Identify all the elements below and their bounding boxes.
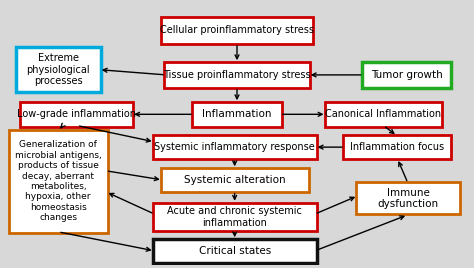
Text: Systemic alteration: Systemic alteration	[184, 175, 285, 185]
Text: Generalization of
microbial antigens,
products of tissue
decay, aberrant
metabol: Generalization of microbial antigens, pr…	[15, 140, 101, 222]
FancyBboxPatch shape	[153, 203, 317, 231]
FancyBboxPatch shape	[164, 62, 310, 88]
Text: Acute and chronic systemic
inflammation: Acute and chronic systemic inflammation	[167, 206, 302, 228]
FancyBboxPatch shape	[192, 102, 282, 126]
FancyBboxPatch shape	[20, 102, 133, 126]
FancyBboxPatch shape	[325, 102, 442, 126]
FancyBboxPatch shape	[161, 17, 313, 44]
FancyBboxPatch shape	[16, 47, 100, 92]
Text: Inflammation: Inflammation	[202, 109, 272, 119]
FancyBboxPatch shape	[356, 182, 460, 214]
FancyBboxPatch shape	[153, 135, 317, 159]
Text: Systemic inflammatory response: Systemic inflammatory response	[155, 142, 315, 152]
Text: Critical states: Critical states	[199, 246, 271, 256]
FancyBboxPatch shape	[161, 168, 309, 192]
Text: Inflammation focus: Inflammation focus	[350, 142, 444, 152]
Text: Low-grade inflammation: Low-grade inflammation	[17, 109, 136, 119]
Text: Immune
dysfunction: Immune dysfunction	[377, 188, 438, 209]
Text: Tissue proinflammatory stress: Tissue proinflammatory stress	[163, 70, 311, 80]
Text: Extreme
physiological
processes: Extreme physiological processes	[27, 53, 90, 86]
FancyBboxPatch shape	[343, 135, 451, 159]
FancyBboxPatch shape	[153, 239, 317, 263]
Text: Tumor growth: Tumor growth	[371, 70, 442, 80]
FancyBboxPatch shape	[9, 130, 108, 233]
Text: Canonical Inflammation: Canonical Inflammation	[325, 109, 441, 119]
FancyBboxPatch shape	[362, 62, 451, 88]
Text: Cellular proinflammatory stress: Cellular proinflammatory stress	[160, 25, 314, 35]
